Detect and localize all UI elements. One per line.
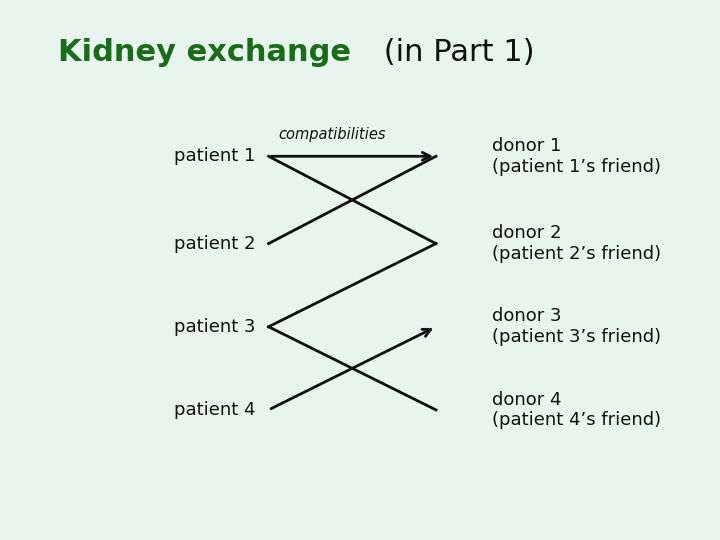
Text: patient 1: patient 1	[174, 147, 255, 165]
Text: donor 4
(patient 4’s friend): donor 4 (patient 4’s friend)	[492, 390, 661, 429]
Text: donor 1
(patient 1’s friend): donor 1 (patient 1’s friend)	[492, 137, 661, 176]
Text: compatibilities: compatibilities	[279, 127, 386, 141]
Text: patient 2: patient 2	[174, 234, 255, 253]
Text: patient 4: patient 4	[174, 401, 255, 419]
Text: donor 2
(patient 2’s friend): donor 2 (patient 2’s friend)	[492, 224, 661, 263]
Text: Kidney exchange: Kidney exchange	[58, 38, 351, 67]
Text: donor 3
(patient 3’s friend): donor 3 (patient 3’s friend)	[492, 307, 661, 346]
Text: patient 3: patient 3	[174, 318, 255, 336]
Text: (in Part 1): (in Part 1)	[374, 38, 535, 67]
